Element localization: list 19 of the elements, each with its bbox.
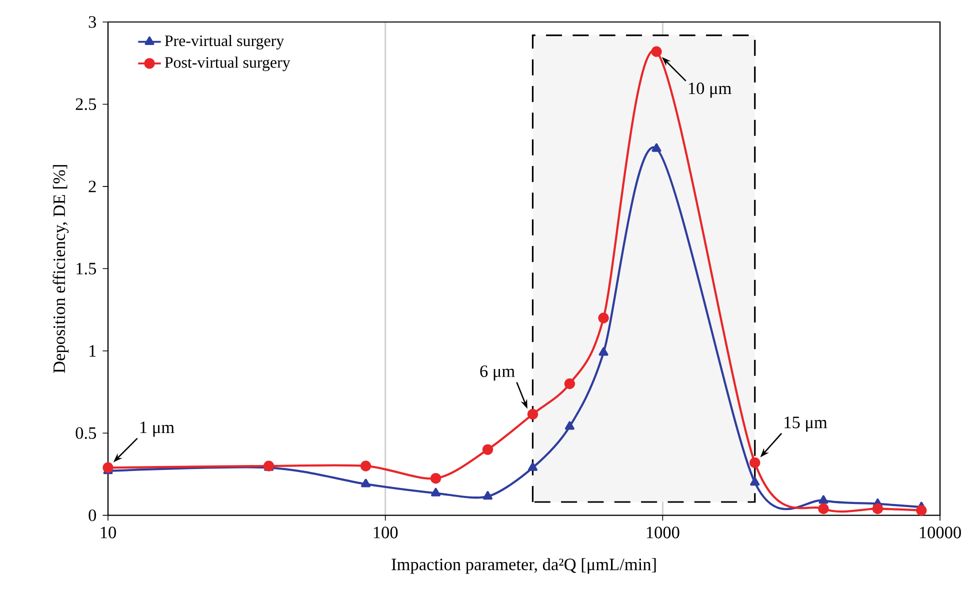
x-tick-label: 100 [374,526,398,539]
y-tick-label: 1 [90,345,96,357]
annotation: 15 μm [784,416,828,432]
x-tick-label: 1000 [646,526,680,539]
legend-label: Pre-virtual surgery [164,35,284,50]
y-tick-label: 0.5 [76,427,96,440]
y-tick-label: 3 [88,16,96,28]
y-tick-label: 2.5 [76,98,96,110]
x-tick-label: 10000 [920,526,961,539]
y-tick-label: 2 [88,180,96,192]
annotation: 6 μm [480,366,515,381]
y-tick-label: 0 [88,510,96,522]
y-axis-title: Deposition efficiency, DE [%] [52,165,69,374]
x-tick-label: 10 [100,526,116,539]
x-axis-title: Impaction parameter, da²Q [μmL/min] [392,558,656,574]
y-tick-label: 1.5 [76,263,96,275]
legend-label: Post-virtual surgery [164,56,290,72]
annotation: 10 μm [688,82,732,98]
annotation: 1 μm [140,422,174,437]
